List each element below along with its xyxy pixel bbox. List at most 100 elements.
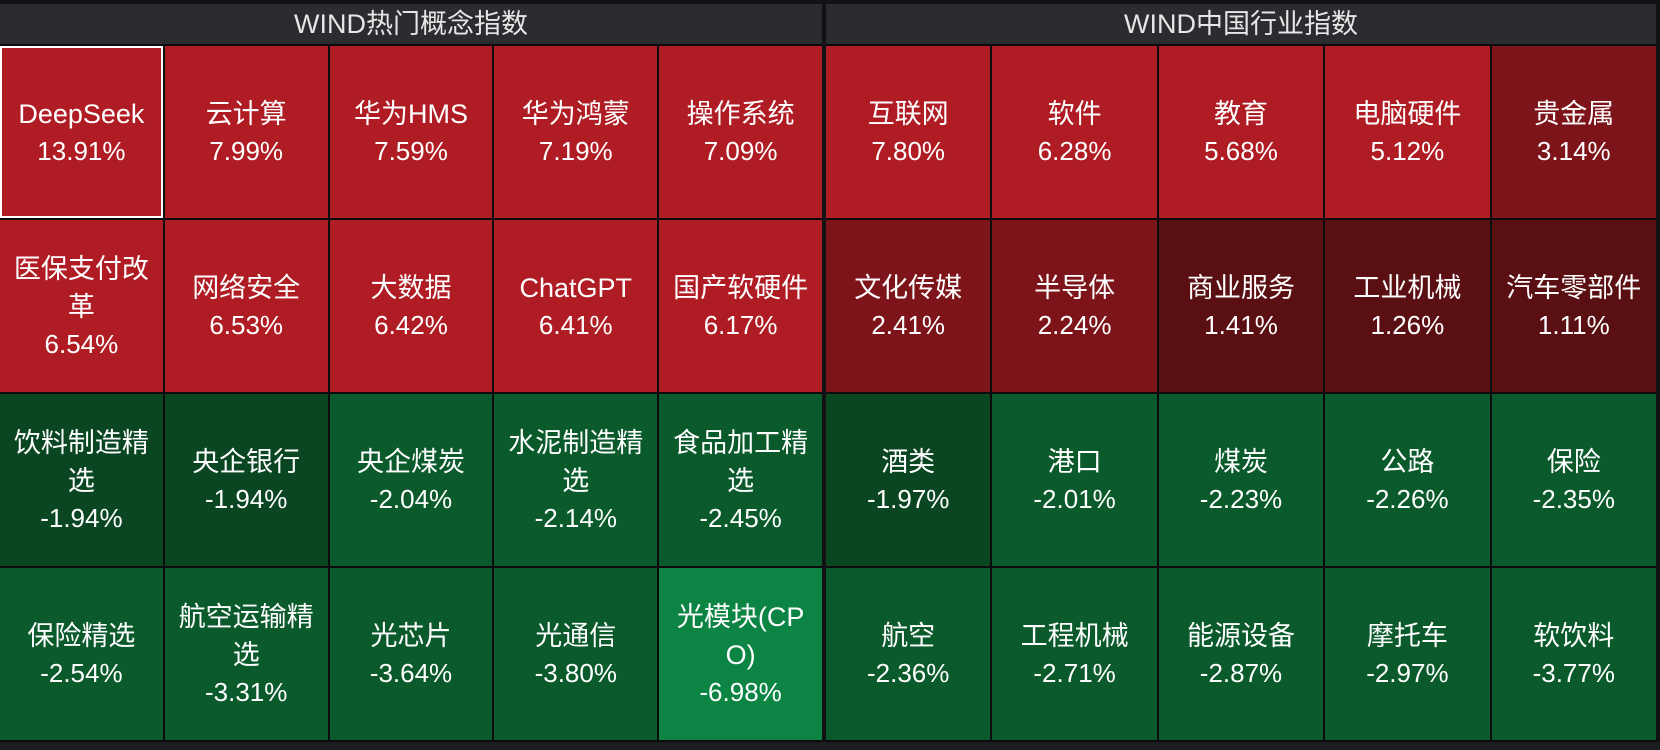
- heatmap-tile[interactable]: 华为HMS 7.59%: [329, 46, 493, 218]
- heatmap-tile[interactable]: 华为鸿蒙 7.19%: [494, 46, 658, 218]
- heatmap-tile[interactable]: 互联网 7.80%: [826, 46, 991, 218]
- tile-name: 港口: [1047, 447, 1102, 477]
- heatmap-tile[interactable]: 保险 -2.35%: [1491, 394, 1656, 566]
- heatmap-tile[interactable]: 光模块(CPO) -6.98%: [659, 568, 822, 740]
- tile-name: 保险精选: [27, 621, 136, 651]
- tile-change-percent: 6.17%: [703, 310, 778, 340]
- heatmap-tile[interactable]: 煤炭 -2.23%: [1158, 394, 1324, 566]
- tile-name: 汽车零部件: [1506, 273, 1642, 303]
- heatmap-tile[interactable]: 软饮料 -3.77%: [1491, 568, 1656, 740]
- tile-change-percent: -2.35%: [1532, 484, 1615, 514]
- heatmap-tile[interactable]: 云计算 7.99%: [164, 46, 328, 218]
- concept-heatmap-grid: DeepSeek 13.91% 云计算 7.99% 华为HMS 7.59% 华为鸿蒙 7.19…: [0, 46, 822, 740]
- tile-change-percent: 6.42%: [374, 310, 448, 340]
- tile-name: DeepSeek: [18, 99, 145, 129]
- tile-change-percent: 1.26%: [1370, 310, 1445, 340]
- heatmap-tile[interactable]: 大数据 6.42%: [329, 220, 493, 392]
- tile-name: 软饮料: [1533, 621, 1615, 651]
- tile-name: 操作系统: [686, 99, 795, 129]
- heatmap-tile[interactable]: 网络安全 6.53%: [164, 220, 328, 392]
- heatmap-tile[interactable]: 央企煤炭 -2.04%: [329, 394, 493, 566]
- tile-change-percent: 13.91%: [37, 136, 126, 166]
- tile-name: 贵金属: [1533, 99, 1615, 129]
- tile-change-percent: 7.80%: [871, 136, 946, 166]
- tile-change-percent: -3.64%: [369, 658, 453, 688]
- heatmap-tile[interactable]: 光通信 -3.80%: [494, 568, 658, 740]
- heatmap-tile[interactable]: 工业机械 1.26%: [1325, 220, 1490, 392]
- tile-name: 医保支付改革: [13, 254, 149, 322]
- tile-name: 华为鸿蒙: [521, 99, 630, 129]
- tile-change-percent: -2.54%: [40, 658, 123, 688]
- industry-heatmap-grid: 互联网 7.80% 软件 6.28% 教育 5.68% 电脑硬件 5.12% 贵金属 3.14% 文…: [826, 46, 1656, 740]
- heatmap-tile[interactable]: 能源设备 -2.87%: [1158, 568, 1324, 740]
- heatmap-tile[interactable]: 食品加工精选 -2.45%: [659, 394, 822, 566]
- heatmap-tile[interactable]: 光芯片 -3.64%: [329, 568, 493, 740]
- heatmap-tile[interactable]: 摩托车 -2.97%: [1325, 568, 1490, 740]
- heatmap-tile[interactable]: 酒类 -1.97%: [826, 394, 991, 566]
- heatmap-tile[interactable]: DeepSeek 13.91%: [0, 46, 163, 218]
- heatmap-tile[interactable]: 汽车零部件 1.11%: [1491, 220, 1656, 392]
- tile-name: 商业服务: [1186, 273, 1295, 303]
- tile-change-percent: -2.87%: [1199, 658, 1283, 688]
- tile-change-percent: -2.01%: [1033, 484, 1116, 514]
- tile-name: 光芯片: [370, 621, 452, 651]
- heatmap-tile[interactable]: 央企银行 -1.94%: [164, 394, 328, 566]
- tile-name: 保险: [1546, 447, 1601, 477]
- tile-name: 工业机械: [1353, 273, 1462, 303]
- tile-change-percent: -2.45%: [699, 503, 782, 533]
- heatmap-tile[interactable]: 软件 6.28%: [992, 46, 1157, 218]
- tile-change-percent: 6.54%: [44, 329, 119, 359]
- heatmap-tile[interactable]: 水泥制造精选 -2.14%: [494, 394, 658, 566]
- tile-change-percent: -6.98%: [699, 677, 782, 707]
- tile-name: 公路: [1380, 447, 1435, 477]
- bottom-bar: [0, 742, 1660, 750]
- tile-name: 饮料制造精选: [13, 428, 149, 496]
- heatmap-tile[interactable]: 航空运输精选 -3.31%: [164, 568, 328, 740]
- heatmap-tile[interactable]: 医保支付改革 6.54%: [0, 220, 163, 392]
- tile-change-percent: -2.36%: [867, 658, 950, 688]
- heatmap-tile[interactable]: 文化传媒 2.41%: [826, 220, 991, 392]
- heatmap-tile[interactable]: 商业服务 1.41%: [1158, 220, 1324, 392]
- tile-change-percent: -2.14%: [534, 503, 617, 533]
- tile-name: 大数据: [370, 273, 452, 303]
- tile-change-percent: -3.77%: [1532, 658, 1615, 688]
- heatmap-tile[interactable]: 操作系统 7.09%: [659, 46, 822, 218]
- tile-change-percent: 6.28%: [1037, 136, 1112, 166]
- tile-change-percent: 2.41%: [871, 310, 946, 340]
- heatmap-tile[interactable]: 饮料制造精选 -1.94%: [0, 394, 163, 566]
- tile-change-percent: -2.23%: [1199, 484, 1283, 514]
- heatmap-tile[interactable]: 贵金属 3.14%: [1491, 46, 1656, 218]
- tile-change-percent: -1.94%: [205, 484, 288, 514]
- tile-name: 央企银行: [192, 447, 301, 477]
- heatmap-tile[interactable]: 教育 5.68%: [1158, 46, 1324, 218]
- tile-change-percent: 1.11%: [1537, 310, 1610, 340]
- tile-name: 光模块(CPO): [676, 602, 805, 670]
- heatmap-tile[interactable]: 保险精选 -2.54%: [0, 568, 163, 740]
- tile-change-percent: -2.26%: [1366, 484, 1449, 514]
- tile-name: 云计算: [205, 99, 287, 129]
- tile-change-percent: -3.31%: [205, 677, 288, 707]
- heatmap-tile[interactable]: 港口 -2.01%: [992, 394, 1157, 566]
- tile-name: 半导体: [1034, 273, 1116, 303]
- tile-change-percent: 7.19%: [538, 136, 613, 166]
- heatmap-tile[interactable]: 国产软硬件 6.17%: [659, 220, 822, 392]
- heatmap-tile[interactable]: 工程机械 -2.71%: [992, 568, 1157, 740]
- heatmap-tile[interactable]: 公路 -2.26%: [1325, 394, 1490, 566]
- heatmap-tile[interactable]: 电脑硬件 5.12%: [1325, 46, 1490, 218]
- tile-name: 国产软硬件: [673, 273, 809, 303]
- tile-change-percent: 3.14%: [1536, 136, 1611, 166]
- panel-title: WIND中国行业指数: [826, 4, 1656, 46]
- tile-name: 电脑硬件: [1353, 99, 1462, 129]
- heatmap-tile[interactable]: ChatGPT 6.41%: [494, 220, 658, 392]
- china-industry-index-panel: WIND中国行业指数 互联网 7.80% 软件 6.28% 教育 5.68% 电脑硬件 5.1…: [826, 4, 1656, 742]
- tile-name: 摩托车: [1366, 621, 1448, 651]
- tile-change-percent: -2.04%: [369, 484, 453, 514]
- tile-name: 互联网: [867, 99, 949, 129]
- heatmap-tile[interactable]: 半导体 2.24%: [992, 220, 1157, 392]
- tile-change-percent: 7.59%: [374, 136, 448, 166]
- tile-change-percent: 5.12%: [1370, 136, 1445, 166]
- heatmap-tile[interactable]: 航空 -2.36%: [826, 568, 991, 740]
- tile-change-percent: 1.41%: [1204, 310, 1278, 340]
- tile-name: 文化传媒: [854, 273, 963, 303]
- tile-change-percent: 2.24%: [1037, 310, 1112, 340]
